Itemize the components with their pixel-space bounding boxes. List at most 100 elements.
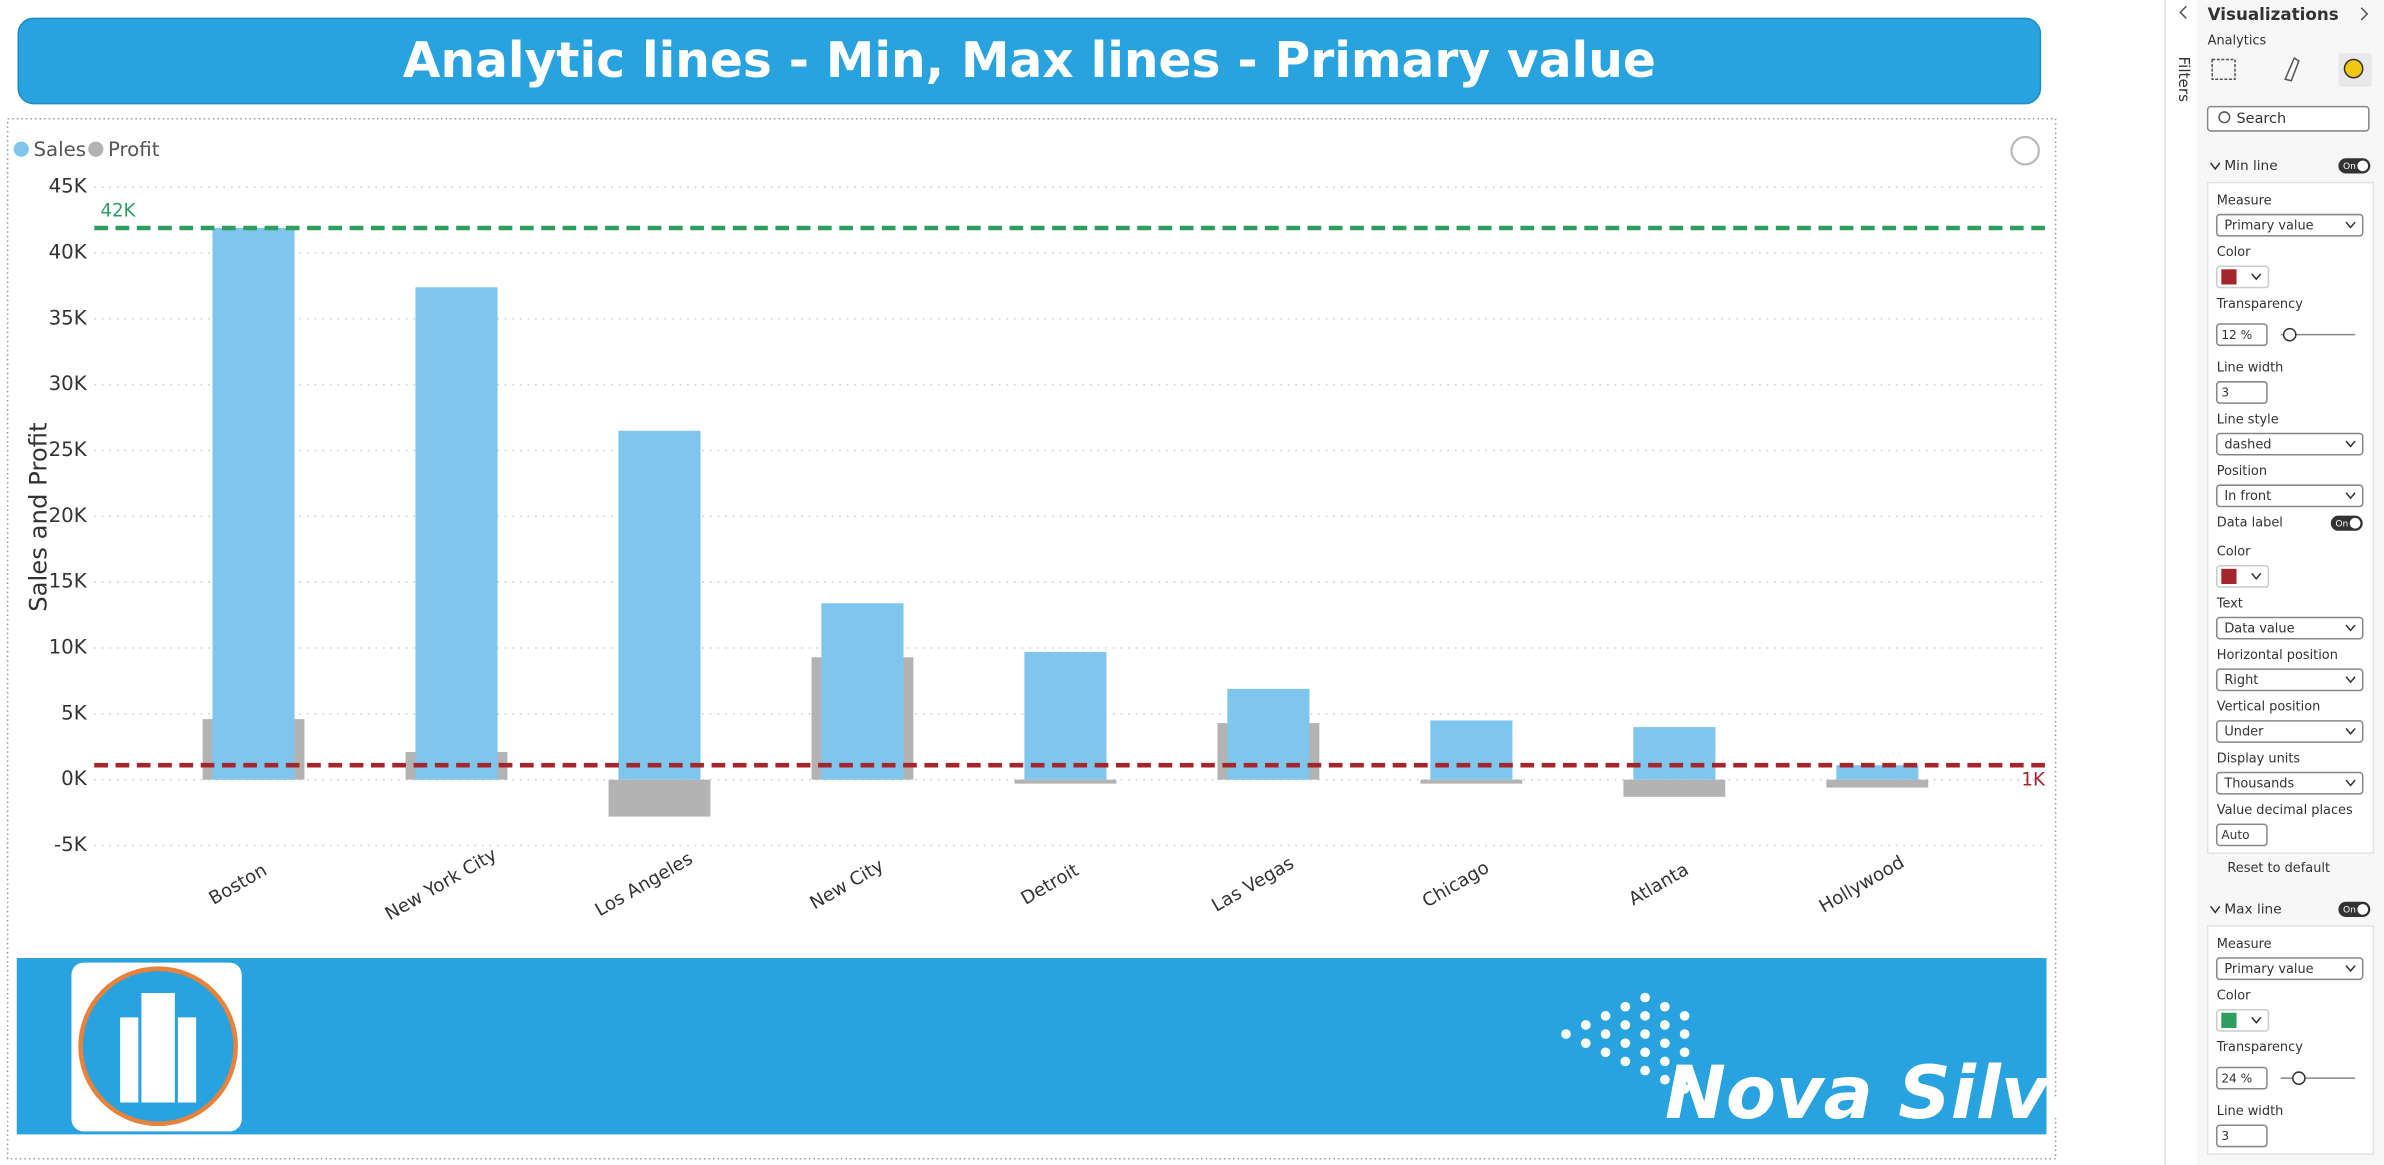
- filters-tab[interactable]: Filters: [2175, 56, 2193, 102]
- y-tick-label: 0K: [61, 767, 88, 790]
- spinbox-value[interactable]: 3: [2221, 1129, 2229, 1143]
- spinbox[interactable]: [2215, 323, 2268, 347]
- section-title[interactable]: Min line: [2224, 158, 2277, 174]
- brand-dot: [1580, 1020, 1591, 1030]
- section-title[interactable]: Max line: [2224, 901, 2281, 917]
- toggle-label: On: [2343, 162, 2356, 172]
- bar[interactable]: [1623, 779, 1726, 797]
- dropdown-value[interactable]: In front: [2224, 489, 2271, 504]
- dropdown[interactable]: [2215, 484, 2364, 508]
- reset-button[interactable]: Reset to default: [2227, 861, 2330, 876]
- y-axis-title: Sales and Profit: [24, 422, 53, 611]
- dropdown-value[interactable]: Right: [2224, 673, 2258, 688]
- dropdown-value[interactable]: Primary value: [2224, 218, 2313, 233]
- dropdown-value[interactable]: Under: [2224, 725, 2264, 740]
- chevron: [2251, 572, 2262, 580]
- dropdown-value[interactable]: Thousands: [2223, 776, 2294, 791]
- slider-thumb[interactable]: [2292, 1071, 2306, 1085]
- info-icon[interactable]: [2010, 135, 2041, 166]
- expand-icon[interactable]: [2360, 7, 2369, 21]
- y-tick-label: 30K: [49, 372, 88, 395]
- field-label: Line width: [2217, 361, 2284, 376]
- field-label: Data label: [2217, 516, 2283, 531]
- brand-dot: [1580, 1038, 1591, 1049]
- field-label: Display units: [2217, 751, 2301, 766]
- bar[interactable]: [212, 228, 295, 780]
- dropdown[interactable]: [2215, 668, 2364, 692]
- analytics-icon[interactable]: [2343, 58, 2364, 79]
- toggle-knob: [2357, 160, 2369, 172]
- spinbox-value[interactable]: Auto: [2221, 828, 2249, 842]
- dropdown-value[interactable]: dashed: [2224, 437, 2271, 452]
- brand-dot: [1679, 1047, 1690, 1058]
- y-tick-label: 35K: [49, 306, 88, 329]
- dropdown[interactable]: [2215, 720, 2364, 743]
- bar[interactable]: [1633, 727, 1716, 780]
- section-chevron[interactable]: [2210, 905, 2221, 914]
- dropdown-value[interactable]: Data value: [2224, 621, 2294, 636]
- section-chevron[interactable]: [2210, 162, 2221, 171]
- field-label: Transparency: [2216, 1040, 2303, 1055]
- y-tick-label: -5K: [54, 833, 88, 856]
- slider-thumb[interactable]: [2282, 327, 2297, 342]
- spinbox-value[interactable]: 12 %: [2221, 328, 2252, 342]
- brand-dot: [1659, 1038, 1670, 1049]
- search-placeholder[interactable]: Search: [2237, 111, 2287, 127]
- bar[interactable]: [415, 287, 498, 780]
- chevron: [2345, 221, 2356, 229]
- search-box[interactable]: [2206, 105, 2370, 132]
- brand-dot: [1600, 1047, 1611, 1058]
- dropdown[interactable]: [2215, 213, 2364, 237]
- logo-mark: [117, 989, 200, 1106]
- collapse-icon[interactable]: [2179, 5, 2187, 19]
- chevron: [2251, 1016, 2262, 1024]
- brand-dot: [1620, 1001, 1631, 1012]
- color-swatch: [2221, 1012, 2237, 1028]
- spinbox[interactable]: [2215, 1124, 2268, 1148]
- dropdown[interactable]: [2215, 616, 2364, 640]
- fields-icon[interactable]: [2211, 58, 2236, 81]
- format-icon[interactable]: [2284, 56, 2300, 82]
- legend-marker[interactable]: [88, 141, 104, 157]
- toggle-knob: [2357, 904, 2369, 915]
- legend-marker[interactable]: [13, 141, 29, 157]
- dropdown-value[interactable]: Primary value: [2224, 962, 2313, 977]
- brand-dot: [1600, 1029, 1611, 1039]
- bar[interactable]: [1836, 765, 1919, 780]
- spinbox-value[interactable]: 24 %: [2221, 1071, 2252, 1085]
- legend-label[interactable]: Sales: [33, 138, 86, 161]
- brand-dot: [1659, 1056, 1670, 1067]
- brand-dot: [1561, 1029, 1571, 1039]
- brand-dot: [1620, 1056, 1631, 1067]
- bar[interactable]: [821, 603, 904, 780]
- brand-dot: [1640, 1065, 1650, 1076]
- y-tick-label: 10K: [49, 636, 88, 659]
- dropdown[interactable]: [2215, 432, 2364, 456]
- dropdown[interactable]: [2215, 957, 2364, 981]
- bar[interactable]: [1430, 720, 1513, 780]
- toggle-label: On: [2343, 906, 2356, 916]
- legend-label[interactable]: Profit: [108, 138, 160, 161]
- brand-dot: [1640, 1029, 1650, 1039]
- spinbox[interactable]: [2215, 381, 2268, 404]
- bar[interactable]: [1014, 779, 1117, 784]
- dropdown[interactable]: [2215, 771, 2364, 795]
- bar[interactable]: [618, 430, 701, 780]
- bar[interactable]: [608, 779, 711, 817]
- pane-title: Visualizations: [2208, 4, 2339, 24]
- spinbox-value[interactable]: 3: [2221, 386, 2229, 400]
- bar[interactable]: [1420, 779, 1523, 784]
- analytics-sections: Min line On Measure Primary value Color Trans…: [2206, 158, 2375, 1155]
- y-tick-label: 25K: [49, 438, 88, 461]
- field-label: Line width: [2217, 1104, 2284, 1119]
- chevron: [2345, 779, 2356, 787]
- spinbox[interactable]: [2215, 823, 2268, 847]
- pane-tab: Analytics: [2208, 34, 2267, 49]
- chevron: [2345, 440, 2356, 448]
- bar[interactable]: [1826, 779, 1929, 788]
- footer-banner: [16, 958, 2047, 1135]
- spinbox[interactable]: [2215, 1066, 2268, 1090]
- field-label: Horizontal position: [2217, 648, 2338, 663]
- bar[interactable]: [1024, 651, 1107, 780]
